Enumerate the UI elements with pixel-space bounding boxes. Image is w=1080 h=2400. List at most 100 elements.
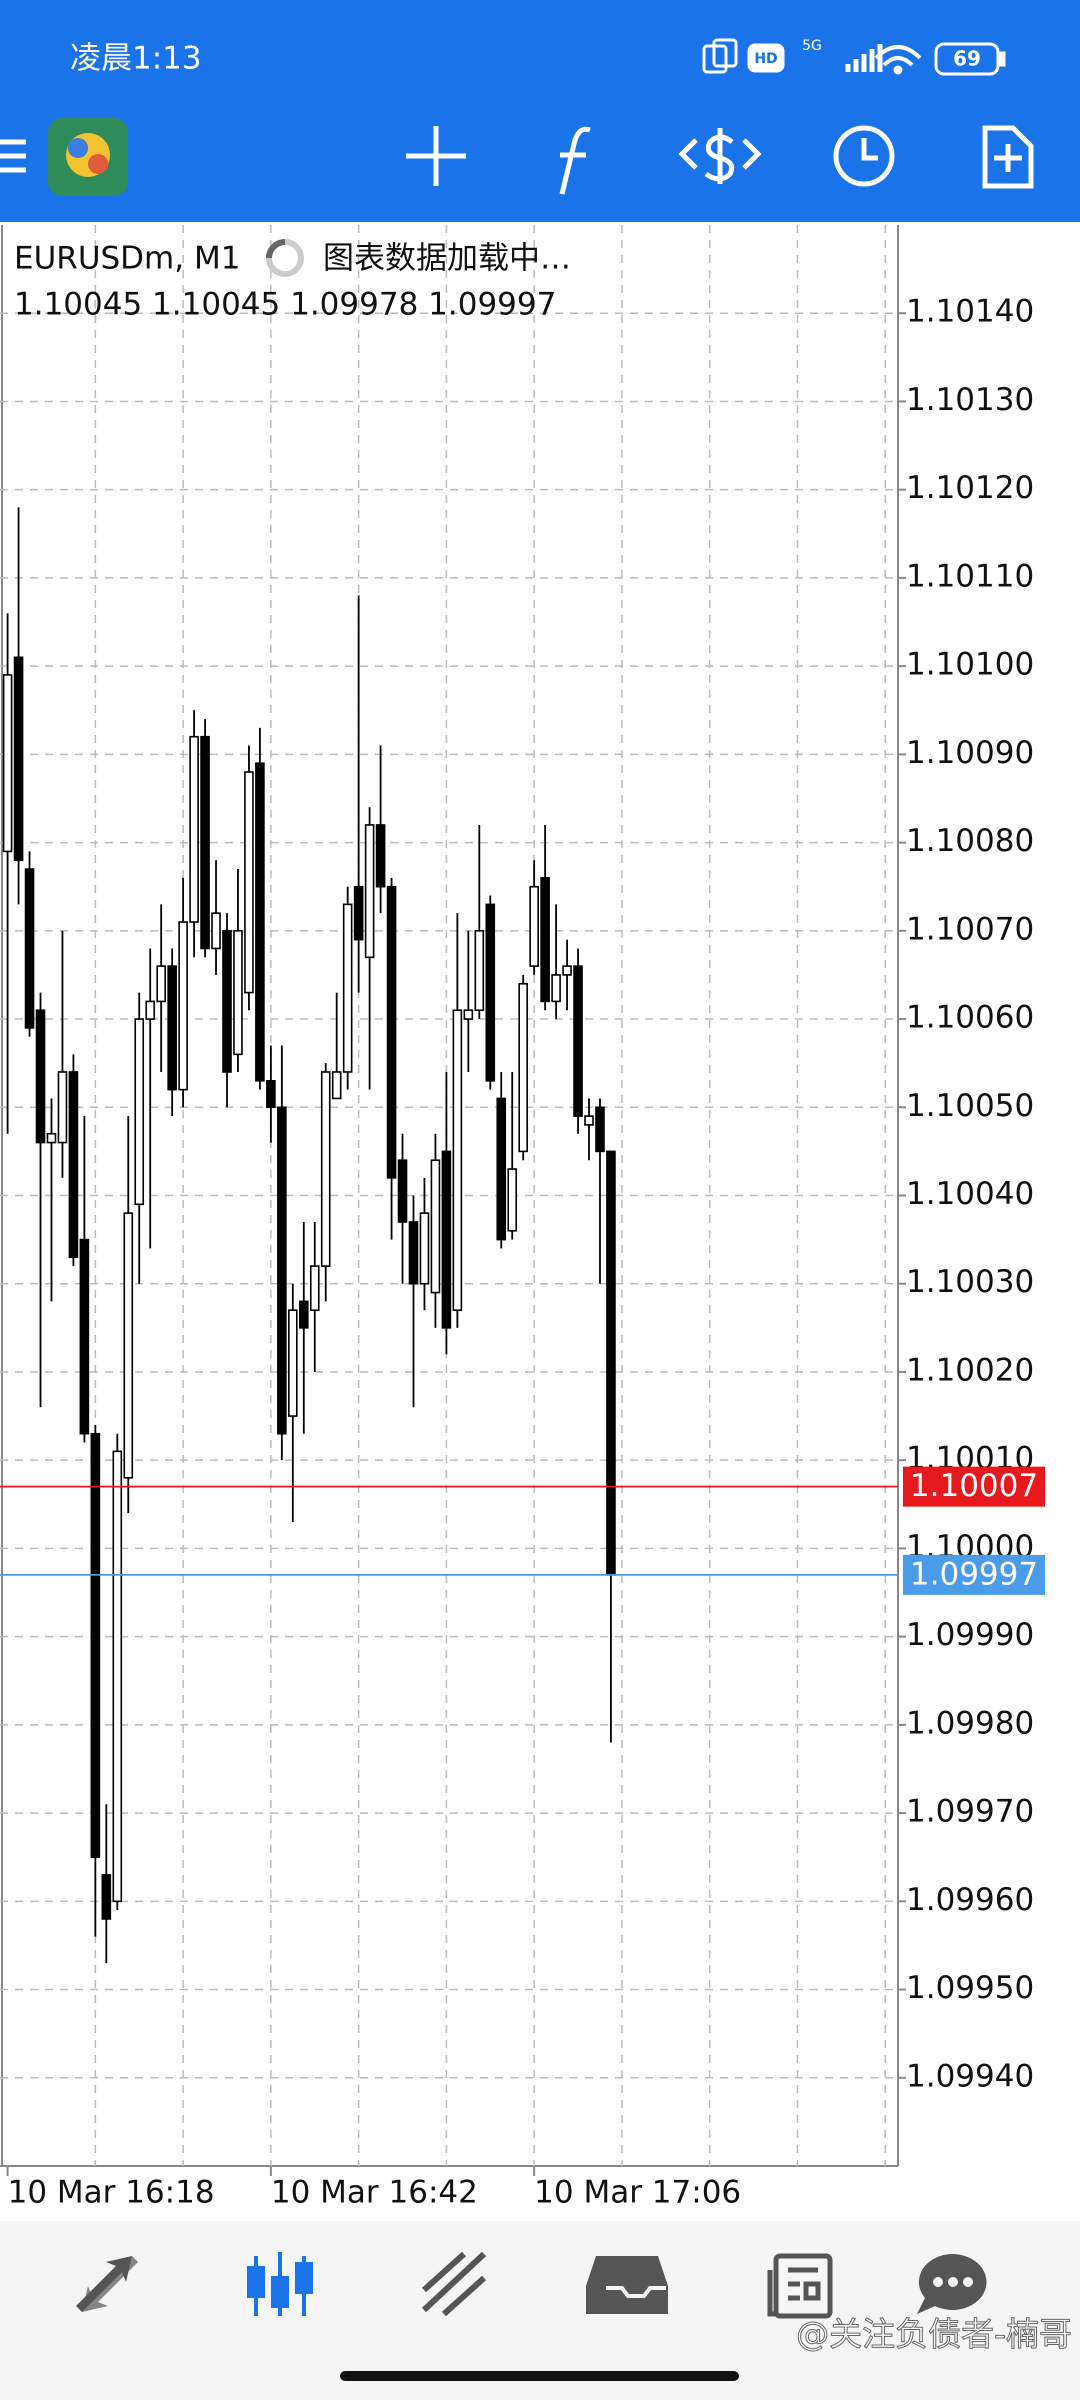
chart-symbol: EURUSDm, M1 bbox=[14, 241, 240, 277]
candle-body bbox=[595, 1106, 605, 1153]
candle-body bbox=[288, 1309, 298, 1417]
candle-body bbox=[35, 1009, 46, 1144]
y-tick-label: 1.10110 bbox=[906, 558, 1034, 594]
bottom-nav bbox=[0, 2221, 1080, 2400]
price-tag-label: 1.10007 bbox=[910, 1468, 1038, 1504]
candle-body bbox=[233, 930, 243, 1056]
y-tick-label: 1.09980 bbox=[906, 1705, 1034, 1741]
candle-body bbox=[309, 1265, 320, 1311]
y-tick-label: 1.10100 bbox=[906, 647, 1034, 683]
candle-body bbox=[134, 1018, 145, 1206]
nav-chart[interactable] bbox=[247, 2252, 313, 2316]
loading-spinner bbox=[266, 239, 304, 277]
y-tick-label: 1.10030 bbox=[906, 1264, 1034, 1300]
candle-body bbox=[222, 930, 232, 1073]
status-time: 凌晨1:13 bbox=[70, 41, 202, 77]
y-tick-label: 1.10090 bbox=[906, 735, 1034, 771]
nav-news[interactable] bbox=[767, 2253, 833, 2319]
y-tick-label: 1.10140 bbox=[906, 294, 1034, 330]
candle-body bbox=[156, 965, 166, 1003]
candle-body bbox=[573, 965, 583, 1117]
y-tick-label: 1.09940 bbox=[906, 2058, 1034, 2094]
y-tick-label: 1.10070 bbox=[906, 911, 1034, 947]
x-tick-label: 10 Mar 16:18 bbox=[8, 2175, 215, 2211]
candle-body bbox=[112, 1450, 123, 1903]
candle-body bbox=[320, 1071, 331, 1267]
chart[interactable]: 1.09940 1.09950 1.09960 1.09970 1.09980 1.099… bbox=[0, 225, 1034, 2211]
crosshair-button[interactable] bbox=[406, 126, 466, 186]
status-icons bbox=[702, 38, 1006, 76]
nav-chat[interactable] bbox=[917, 2254, 987, 2314]
y-tick-label: 1.10080 bbox=[906, 823, 1034, 859]
candle-body bbox=[375, 824, 386, 888]
candle-body bbox=[408, 1221, 419, 1285]
indicators-button[interactable] bbox=[559, 126, 591, 195]
price-tag bbox=[903, 1554, 1045, 1595]
y-tick-label: 1.09970 bbox=[906, 1794, 1034, 1830]
candle-body bbox=[342, 903, 353, 1073]
candle-body bbox=[189, 735, 199, 923]
candle-body bbox=[244, 771, 254, 994]
battery-level: 69 bbox=[953, 47, 981, 71]
app-bar bbox=[0, 0, 1080, 222]
ohlc-text: 1.10045 1.10045 1.09978 1.09997 bbox=[14, 287, 556, 323]
candle-body bbox=[562, 965, 572, 976]
candle-body bbox=[496, 1097, 507, 1241]
price-tag bbox=[903, 1466, 1045, 1507]
candle-body bbox=[101, 1874, 112, 1920]
y-tick-label: 1.10120 bbox=[906, 470, 1034, 506]
candle-body bbox=[551, 974, 561, 1003]
x-tick-label: 10 Mar 17:06 bbox=[534, 2175, 741, 2211]
x-tick-label: 10 Mar 16:42 bbox=[271, 2175, 478, 2211]
candle-body bbox=[584, 1115, 594, 1126]
candle-body bbox=[90, 1432, 101, 1859]
menu-button[interactable] bbox=[0, 139, 26, 173]
candle-body bbox=[507, 1168, 518, 1232]
candle-body bbox=[540, 877, 550, 1003]
hd-label: HD bbox=[754, 51, 777, 67]
candle-body bbox=[419, 1212, 430, 1285]
candle-body bbox=[463, 1009, 474, 1020]
history-button[interactable] bbox=[833, 125, 895, 187]
candle-body bbox=[606, 1150, 616, 1576]
candle-body bbox=[397, 1159, 408, 1223]
y-tick-label: 1.09960 bbox=[906, 1882, 1034, 1918]
candle-body bbox=[178, 921, 188, 1091]
candle-body bbox=[298, 1300, 309, 1329]
candle-body bbox=[211, 912, 221, 950]
candle-body bbox=[123, 1212, 134, 1479]
y-tick-label: 1.10050 bbox=[906, 1088, 1034, 1124]
candle-body bbox=[485, 903, 496, 1082]
candle-body bbox=[24, 868, 35, 1029]
candle-body bbox=[277, 1106, 287, 1435]
y-tick-label: 1.09990 bbox=[906, 1617, 1034, 1653]
y-tick-label: 1.10020 bbox=[906, 1352, 1034, 1388]
nav-quotes[interactable] bbox=[76, 2256, 138, 2312]
candle-body bbox=[452, 1009, 463, 1311]
app-logo[interactable] bbox=[48, 118, 128, 196]
candle-body bbox=[79, 1238, 90, 1435]
candle-body bbox=[57, 1071, 68, 1144]
y-tick-label: 1.09950 bbox=[906, 1970, 1034, 2006]
y-tick-label: 1.10130 bbox=[906, 382, 1034, 418]
new-order-button[interactable] bbox=[982, 125, 1034, 189]
candle-body bbox=[430, 1159, 441, 1294]
y-tick-label: 1.10060 bbox=[906, 1000, 1034, 1036]
candle-body bbox=[386, 885, 397, 1179]
price-tag-label: 1.09997 bbox=[910, 1556, 1038, 1592]
candle-body bbox=[518, 982, 528, 1153]
candle-body bbox=[2, 674, 13, 853]
candle-body bbox=[68, 1071, 79, 1259]
candle-body bbox=[353, 885, 364, 941]
candle-body bbox=[266, 1080, 276, 1109]
nav-trade[interactable] bbox=[421, 2251, 487, 2317]
candle-body bbox=[200, 735, 210, 950]
candle-body bbox=[167, 965, 177, 1091]
nav-history[interactable] bbox=[586, 2256, 668, 2314]
candle-body bbox=[13, 656, 24, 862]
candle-body bbox=[474, 930, 485, 1012]
trade-button[interactable] bbox=[678, 128, 762, 184]
candle-body bbox=[331, 1071, 342, 1100]
